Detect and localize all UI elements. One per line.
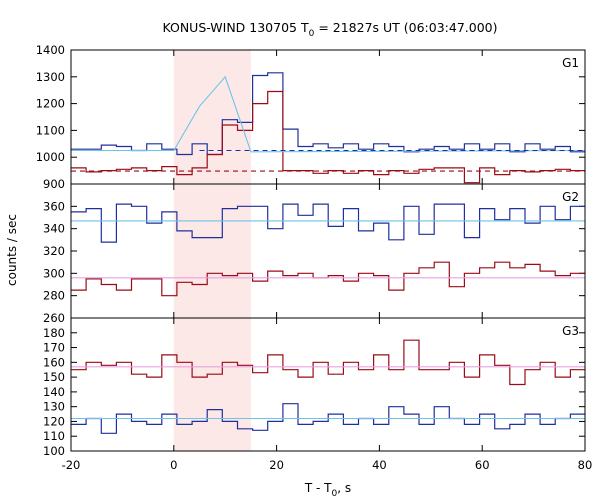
y-tick-label: 900 bbox=[43, 177, 65, 191]
y-tick-label: 110 bbox=[43, 429, 65, 443]
panel-label: G3 bbox=[562, 324, 579, 338]
panel-frame bbox=[70, 317, 586, 452]
y-axis-title: counts / sec bbox=[5, 214, 19, 286]
y-tick-label: 1200 bbox=[36, 97, 65, 111]
x-tick-label: 0 bbox=[170, 458, 177, 472]
frame-layer bbox=[70, 49, 586, 452]
chart-title-rest: = 21827s UT (06:03:47.000) bbox=[314, 20, 497, 35]
series-histogram-red bbox=[71, 339, 585, 386]
panel-label: G2 bbox=[562, 190, 579, 204]
x-axis-title-main: T - T bbox=[304, 481, 332, 495]
chart-title-subscript: 0 bbox=[309, 29, 315, 39]
x-tick-label: 20 bbox=[269, 458, 284, 472]
x-axis-title: T - T0, s bbox=[304, 481, 351, 499]
y-tick-label: 1000 bbox=[36, 150, 65, 164]
series-histogram-red bbox=[71, 90, 585, 184]
y-tick-label: 1100 bbox=[36, 123, 65, 137]
series-layer bbox=[71, 72, 586, 434]
y-tick-label: 260 bbox=[43, 311, 65, 325]
y-tick-label: 1300 bbox=[36, 70, 65, 84]
x-tick-label: -20 bbox=[62, 458, 81, 472]
y-tick-label: 280 bbox=[43, 289, 65, 303]
y-tick-label: 140 bbox=[43, 385, 65, 399]
series-histogram-blue bbox=[71, 403, 585, 434]
y-tick-label: 340 bbox=[43, 222, 65, 236]
chart-title-main: KONUS-WIND 130705 T bbox=[162, 20, 308, 35]
x-tick-label: 40 bbox=[372, 458, 387, 472]
y-tick-label: 130 bbox=[43, 400, 65, 414]
y-tick-label: 150 bbox=[43, 370, 65, 384]
y-tick-label: 180 bbox=[43, 326, 65, 340]
x-axis-title-subscript: 0 bbox=[332, 489, 338, 499]
y-tick-label: 320 bbox=[43, 244, 65, 258]
series-histogram-blue bbox=[71, 72, 585, 156]
y-tick-label: 1400 bbox=[36, 43, 65, 57]
series-histogram-blue bbox=[71, 203, 585, 243]
y-tick-label: 170 bbox=[43, 341, 65, 355]
chart-title: KONUS-WIND 130705 T0 = 21827s UT (06:03:… bbox=[162, 20, 497, 39]
y-tick-label: 300 bbox=[43, 266, 65, 280]
x-tick-label: 80 bbox=[578, 458, 593, 472]
mean-curve-line bbox=[71, 75, 586, 153]
y-tick-label: 120 bbox=[43, 414, 65, 428]
y-tick-label: 160 bbox=[43, 355, 65, 369]
y-tick-label: 100 bbox=[43, 444, 65, 458]
tick-labels-layer: 90010001100120013001400G1260280300320340… bbox=[36, 43, 593, 472]
x-tick-label: 60 bbox=[475, 458, 490, 472]
y-tick-label: 360 bbox=[43, 199, 65, 213]
series-histogram-red bbox=[71, 261, 585, 297]
panel-label: G1 bbox=[562, 56, 579, 70]
x-axis-title-rest: , s bbox=[337, 481, 351, 495]
highlight-region-layer bbox=[173, 50, 251, 451]
highlight-region bbox=[173, 50, 251, 451]
